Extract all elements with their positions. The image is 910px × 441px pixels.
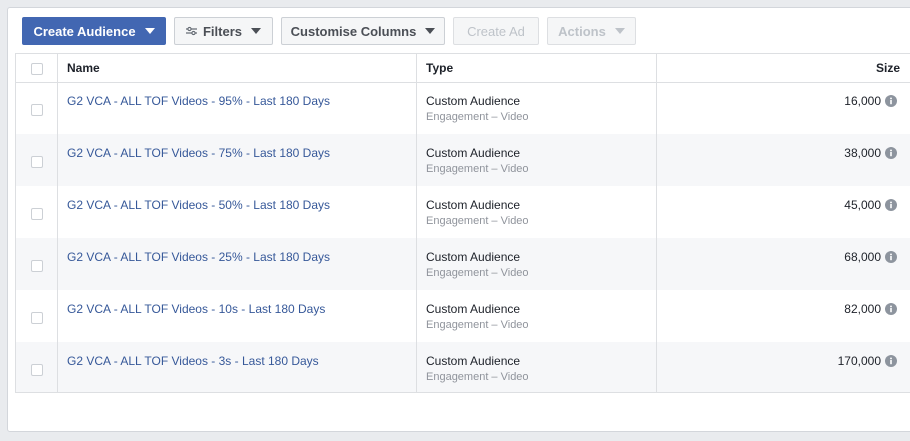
audience-type: Custom Audience <box>426 354 521 368</box>
customise-columns-button[interactable]: Customise Columns <box>281 17 445 45</box>
table-row[interactable]: G2 VCA - ALL TOF Videos - 50% - Last 180… <box>16 186 910 238</box>
actions-button[interactable]: Actions <box>547 17 636 45</box>
create-ad-button[interactable]: Create Ad <box>453 17 539 45</box>
audience-type: Custom Audience <box>426 198 521 212</box>
audience-subtype: Engagement – Video <box>426 163 529 175</box>
info-icon[interactable] <box>885 95 897 110</box>
info-icon[interactable] <box>885 147 897 162</box>
actions-label: Actions <box>558 23 606 39</box>
audience-size: 68,000 <box>844 250 881 264</box>
column-header-name[interactable]: Name <box>67 61 100 75</box>
caret-down-icon <box>614 28 625 34</box>
info-icon[interactable] <box>885 303 897 318</box>
row-checkbox[interactable] <box>31 156 43 168</box>
info-icon[interactable] <box>885 199 897 214</box>
column-header-type[interactable]: Type <box>426 61 454 75</box>
table-row[interactable]: G2 VCA - ALL TOF Videos - 3s - Last 180 … <box>16 342 910 392</box>
audience-subtype: Engagement – Video <box>426 111 529 123</box>
table-header: Name Type Size <box>16 54 910 83</box>
info-icon[interactable] <box>885 355 897 370</box>
caret-down-icon <box>425 28 436 34</box>
table-row[interactable]: G2 VCA - ALL TOF Videos - 95% - Last 180… <box>16 82 910 134</box>
select-all-checkbox[interactable] <box>31 63 43 75</box>
audience-name-link[interactable]: G2 VCA - ALL TOF Videos - 95% - Last 180… <box>67 94 331 108</box>
audience-name-link[interactable]: G2 VCA - ALL TOF Videos - 3s - Last 180 … <box>67 354 319 368</box>
row-checkbox[interactable] <box>31 260 43 272</box>
audience-name-link[interactable]: G2 VCA - ALL TOF Videos - 75% - Last 180… <box>67 146 331 160</box>
column-header-size[interactable]: Size <box>875 61 900 75</box>
audience-size: 16,000 <box>844 94 881 108</box>
audience-subtype: Engagement – Video <box>426 319 529 331</box>
audience-type: Custom Audience <box>426 250 521 264</box>
table-row[interactable]: G2 VCA - ALL TOF Videos - 10s - Last 180… <box>16 290 910 342</box>
audience-size: 45,000 <box>844 198 881 212</box>
audience-size: 170,000 <box>837 354 881 368</box>
info-icon[interactable] <box>885 251 897 266</box>
audience-type: Custom Audience <box>426 94 521 108</box>
audience-subtype: Engagement – Video <box>426 371 529 383</box>
audience-type: Custom Audience <box>426 302 521 316</box>
audience-size: 38,000 <box>844 146 881 160</box>
filters-label: Filters <box>202 23 242 39</box>
row-checkbox[interactable] <box>31 104 43 116</box>
audience-name-link[interactable]: G2 VCA - ALL TOF Videos - 25% - Last 180… <box>67 250 331 264</box>
filters-button[interactable]: Filters <box>174 17 273 45</box>
audiences-table: Name Type Size G2 VCA - ALL TOF Videos -… <box>15 53 910 393</box>
table-row[interactable]: G2 VCA - ALL TOF Videos - 75% - Last 180… <box>16 134 910 186</box>
column-divider <box>57 54 58 392</box>
audience-name-link[interactable]: G2 VCA - ALL TOF Videos - 10s - Last 180… <box>67 302 326 316</box>
audience-name-link[interactable]: G2 VCA - ALL TOF Videos - 50% - Last 180… <box>67 198 331 212</box>
customise-columns-label: Customise Columns <box>290 23 417 39</box>
sliders-icon <box>185 26 197 36</box>
audience-subtype: Engagement – Video <box>426 267 529 279</box>
caret-down-icon <box>144 28 155 34</box>
table-row[interactable]: G2 VCA - ALL TOF Videos - 25% - Last 180… <box>16 238 910 290</box>
column-divider <box>416 54 417 392</box>
row-checkbox[interactable] <box>31 208 43 220</box>
row-checkbox[interactable] <box>31 364 43 376</box>
audience-type: Custom Audience <box>426 146 521 160</box>
create-ad-label: Create Ad <box>467 23 525 39</box>
column-divider <box>656 54 657 392</box>
caret-down-icon <box>251 28 261 34</box>
create-audience-button[interactable]: Create Audience <box>22 17 166 45</box>
audience-subtype: Engagement – Video <box>426 215 529 227</box>
audience-size: 82,000 <box>844 302 881 316</box>
create-audience-label: Create Audience <box>33 23 136 39</box>
row-checkbox[interactable] <box>31 312 43 324</box>
